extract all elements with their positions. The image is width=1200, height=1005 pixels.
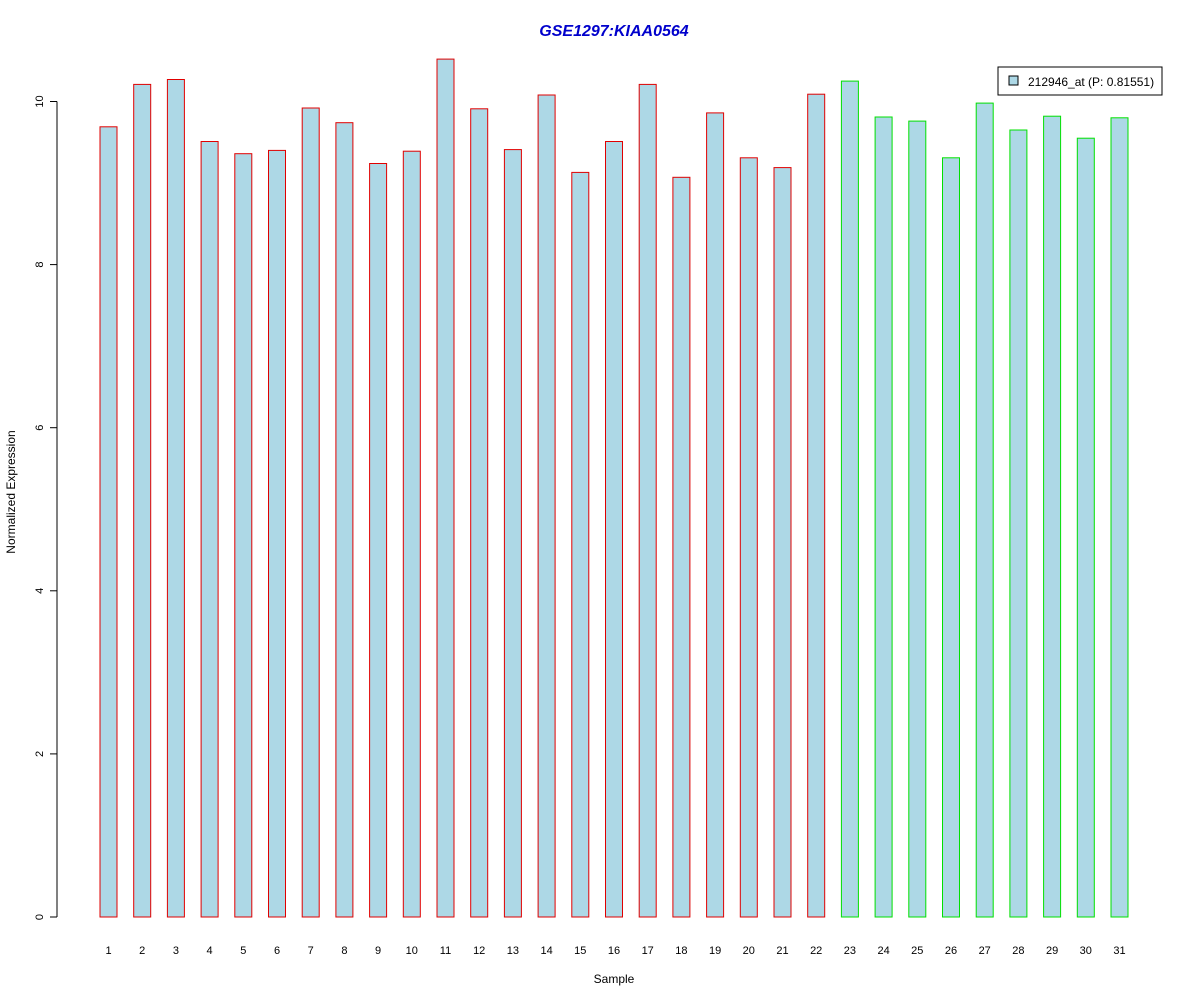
y-tick-label: 0 — [34, 914, 46, 920]
x-tick-label: 22 — [810, 945, 822, 957]
x-tick-label: 12 — [473, 945, 485, 957]
x-tick-label: 15 — [574, 945, 586, 957]
bar-sample-22 — [807, 93, 826, 918]
y-tick-label: 8 — [34, 262, 46, 268]
x-tick-label: 30 — [1080, 945, 1092, 957]
x-tick-label: 14 — [540, 945, 552, 957]
x-tick-label: 26 — [945, 945, 957, 957]
bar-sample-27 — [975, 102, 994, 918]
bar-sample-6 — [268, 149, 286, 918]
bar-sample-5 — [234, 153, 253, 918]
bar-sample-13 — [503, 149, 522, 918]
bar-sample-26 — [942, 157, 960, 918]
chart-title: GSE1297:KIAA0564 — [539, 23, 689, 40]
x-tick-label: 5 — [240, 945, 246, 957]
x-tick-label: 25 — [911, 945, 923, 957]
bar-sample-8 — [335, 122, 354, 918]
x-tick-label: 10 — [406, 945, 418, 957]
legend-label: 212946_at (P: 0.81551) — [1028, 75, 1154, 89]
bar-sample-4 — [200, 141, 219, 918]
bar-sample-20 — [739, 157, 758, 918]
x-tick-label: 2 — [139, 945, 145, 957]
x-tick-labels: 1 2 3 4 5 6 7 8 9 10 11 12 13 14 15 16 17 18 19 20 21 22 23 24 2… — [105, 945, 1125, 957]
x-tick-label: 9 — [375, 945, 381, 957]
bar-sample-23 — [840, 80, 859, 918]
x-tick-label: 1 — [105, 945, 111, 957]
x-tick-label: 20 — [743, 945, 755, 957]
bar-sample-12 — [470, 108, 489, 918]
bar-sample-24 — [874, 116, 893, 918]
x-tick-label: 6 — [274, 945, 280, 957]
bar-sample-25 — [908, 120, 927, 918]
y-tick-label: 2 — [34, 751, 46, 757]
bar-sample-31 — [1110, 117, 1129, 918]
y-tick-label: 6 — [34, 425, 46, 431]
x-tick-label: 28 — [1012, 945, 1024, 957]
x-tick-label: 3 — [173, 945, 179, 957]
x-tick-label: 19 — [709, 945, 721, 957]
x-tick-label: 23 — [844, 945, 856, 957]
bar-sample-3 — [166, 79, 185, 918]
x-tick-label: 24 — [877, 945, 889, 957]
bar-sample-10 — [402, 150, 421, 918]
bar-sample-11 — [436, 58, 455, 918]
bar-sample-19 — [706, 112, 725, 918]
legend-swatch — [1008, 75, 1019, 86]
bar-sample-15 — [571, 171, 590, 918]
x-axis-label: Sample — [594, 972, 635, 986]
bars — [99, 58, 1129, 918]
x-tick-label: 18 — [675, 945, 687, 957]
legend: 212946_at (P: 0.81551) — [997, 66, 1163, 96]
bar-sample-28 — [1009, 129, 1028, 918]
x-tick-label: 17 — [642, 945, 654, 957]
bar-sample-21 — [773, 167, 792, 918]
y-axis: 0 2 4 6 8 10 — [34, 95, 58, 920]
y-tick-label: 4 — [34, 588, 46, 594]
bar-sample-2 — [133, 83, 152, 918]
x-tick-label: 29 — [1046, 945, 1058, 957]
x-tick-label: 13 — [507, 945, 519, 957]
bar-sample-9 — [369, 163, 388, 918]
x-tick-label: 8 — [341, 945, 347, 957]
bar-sample-17 — [638, 83, 657, 918]
bar-sample-16 — [605, 141, 623, 918]
x-tick-label: 31 — [1113, 945, 1125, 957]
x-tick-label: 11 — [440, 945, 451, 957]
x-tick-label: 21 — [776, 945, 788, 957]
x-tick-label: 27 — [979, 945, 991, 957]
bar-sample-14 — [537, 94, 556, 918]
bar-sample-29 — [1043, 115, 1062, 918]
bar-sample-18 — [672, 176, 691, 918]
x-tick-label: 4 — [207, 945, 213, 957]
y-axis-label: Normalized Expression — [4, 430, 18, 553]
legend-box — [997, 66, 1163, 96]
x-tick-label: 7 — [308, 945, 314, 957]
y-tick-label: 10 — [34, 95, 46, 107]
bar-sample-30 — [1076, 137, 1095, 918]
bar-sample-7 — [301, 107, 320, 918]
x-tick-label: 16 — [608, 945, 620, 957]
bar-sample-1 — [99, 126, 118, 918]
